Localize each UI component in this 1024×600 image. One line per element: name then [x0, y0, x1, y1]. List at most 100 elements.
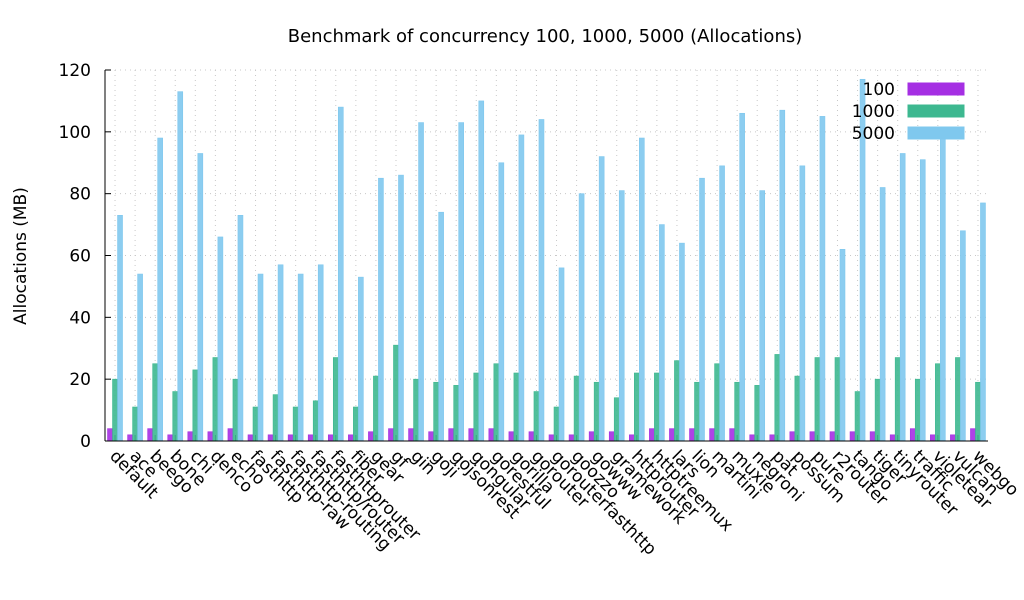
bar — [518, 134, 525, 442]
bar — [799, 165, 806, 442]
bar — [393, 344, 399, 442]
bar — [187, 431, 194, 442]
bar — [909, 428, 916, 442]
bar — [117, 215, 123, 442]
bar — [332, 357, 339, 442]
y-tick-label: 60 — [69, 247, 91, 267]
bar — [378, 177, 384, 442]
bar — [734, 381, 740, 442]
bar — [854, 391, 861, 442]
bar — [177, 91, 184, 442]
bar — [849, 431, 856, 442]
bar — [593, 381, 600, 442]
bar — [327, 434, 334, 442]
bar — [428, 431, 434, 442]
y-axis-label: Allocations (MB) — [11, 187, 31, 325]
bar — [774, 354, 781, 442]
bar — [573, 375, 580, 442]
bar — [729, 428, 735, 442]
bar — [829, 431, 836, 442]
bar — [919, 159, 926, 442]
bar — [654, 372, 660, 442]
bar — [287, 434, 294, 442]
bar — [814, 357, 821, 442]
bar — [618, 190, 625, 442]
bar — [498, 162, 505, 442]
bar — [955, 357, 961, 442]
bar — [147, 428, 153, 442]
bar — [789, 431, 796, 442]
bar — [754, 385, 761, 442]
bar — [659, 224, 665, 442]
bar — [207, 431, 214, 442]
bar — [398, 174, 404, 442]
bar — [950, 434, 956, 442]
bar — [277, 264, 284, 442]
bar — [779, 109, 786, 442]
bar — [809, 431, 816, 442]
bar — [548, 434, 555, 442]
bar — [358, 276, 364, 442]
bar — [337, 106, 344, 442]
bar — [669, 428, 675, 442]
bar — [368, 431, 374, 442]
legend-swatch — [907, 82, 965, 96]
bar — [739, 112, 745, 442]
bar — [869, 431, 876, 442]
legend-label: 5000 — [852, 124, 895, 144]
bar — [473, 372, 480, 442]
bar — [107, 428, 113, 442]
bar — [197, 153, 204, 442]
bar — [152, 363, 158, 442]
bar — [157, 137, 163, 442]
bar — [558, 267, 565, 442]
y-tick-label: 80 — [69, 185, 91, 205]
bar — [975, 381, 981, 442]
bar — [237, 215, 244, 442]
bar — [894, 357, 901, 442]
bar — [935, 363, 941, 442]
bar — [899, 153, 906, 442]
bar — [353, 406, 359, 442]
bar — [388, 428, 394, 442]
bar — [639, 137, 645, 442]
y-tick-label: 40 — [69, 308, 91, 328]
bar — [217, 236, 224, 442]
bar — [839, 249, 846, 442]
legend-swatch — [907, 104, 965, 118]
bar — [488, 428, 495, 442]
bar — [257, 273, 264, 442]
y-tick-label: 0 — [80, 432, 91, 452]
bar — [373, 375, 379, 442]
bar — [689, 428, 695, 442]
legend-label: 1000 — [852, 102, 895, 122]
bar — [679, 242, 685, 442]
bar — [608, 431, 615, 442]
bar — [769, 434, 776, 442]
bar — [493, 363, 500, 442]
bar — [292, 406, 299, 442]
bar — [458, 122, 464, 442]
bar — [172, 391, 179, 442]
bar — [674, 360, 680, 442]
bar — [192, 369, 199, 442]
bar — [408, 428, 414, 442]
bar — [232, 378, 239, 442]
bar — [834, 357, 841, 442]
bar — [252, 406, 259, 442]
bar — [508, 431, 515, 442]
bar — [247, 434, 254, 442]
bar — [714, 363, 720, 442]
bar — [528, 431, 535, 442]
bar — [598, 156, 605, 442]
bar — [267, 434, 274, 442]
y-tick-label: 120 — [59, 61, 91, 81]
bar — [112, 378, 118, 442]
y-tick-label: 20 — [69, 370, 91, 390]
bar — [438, 211, 444, 442]
bar — [874, 378, 881, 442]
bar — [453, 385, 459, 442]
bar — [348, 434, 354, 442]
bar — [568, 434, 575, 442]
